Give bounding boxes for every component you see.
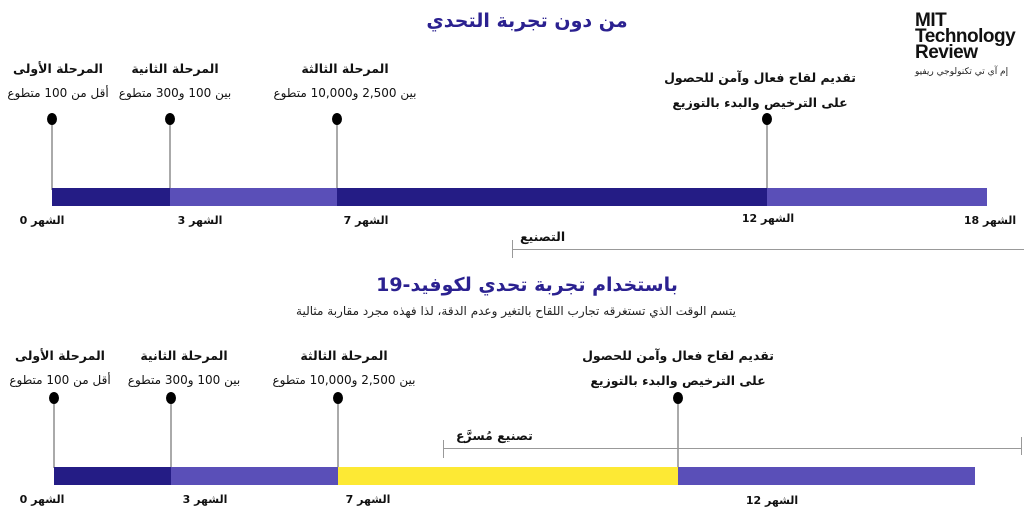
marker-dot [333,392,343,404]
stage-desc: أقل من 100 متطوع [7,86,109,100]
marker-line [53,398,55,468]
logo-arabic: إم آي تي تكنولوجي ريفيو [915,67,1009,77]
stage-desc: على الترخيص والبدء بالتوزيع [672,95,848,110]
top-stage-approval: تقديم لقاح فعال وآمن للحصول على الترخيص و… [664,65,856,115]
stage-desc: بين 100 و300 متطوع [118,86,232,100]
stage-title: المرحلة الثالثة [301,61,389,76]
marker-dot [332,113,342,125]
top-title: من دون تجربة التحدي [426,10,628,32]
bottom-title: باستخدام تجربة تحدي لكوفيد-19 [376,274,678,296]
month-label: الشهر 0 [19,493,65,506]
phase-1-bar [54,467,171,485]
bottom-subtitle: يتسم الوقت الذي تستغرقه تجارب اللقاح بال… [296,304,736,318]
manufacturing-label: التصنيع [520,229,566,244]
bottom-stage-3: المرحلة الثالثة بين 2,500 و10,000 متطوع [273,343,416,392]
phase-3-bar [338,467,678,485]
marker-line [51,120,53,190]
bottom-stage-2: المرحلة الثانية بين 100 و300 متطوع [128,343,240,392]
marker-dot [673,392,683,404]
marker-line [337,398,339,468]
marker-dot [762,113,772,125]
stage-desc: بين 2,500 و10,000 متطوع [273,86,417,100]
manufacturing-end-tick [1021,437,1022,455]
logo-line: Review [915,42,978,63]
marker-line [677,398,679,468]
approval-bar [767,188,987,206]
month-label: الشهر 12 [741,212,795,225]
stage-title: المرحلة الأولى [13,61,103,76]
manufacturing-line [512,249,1024,250]
manufacturing-start-tick [443,440,444,458]
marker-dot [49,392,59,404]
stage-title: المرحلة الثانية [131,61,219,76]
month-label: الشهر 3 [182,493,228,506]
top-stage-2: المرحلة الثانية بين 100 و300 متطوع [119,56,231,105]
month-label: الشهر 0 [19,214,65,227]
manufacturing-line [443,448,1022,449]
stage-desc: بين 2,500 و10,000 متطوع [272,373,416,387]
phase-3-bar [337,188,767,206]
stage-desc: على الترخيص والبدء بالتوزيع [590,373,766,388]
month-label: الشهر 7 [345,493,391,506]
top-stage-1: المرحلة الأولى أقل من 100 متطوع [7,56,108,105]
phase-2-bar [170,188,337,206]
month-label: الشهر 7 [343,214,389,227]
phase-2-bar [171,467,338,485]
logo-line: MIT [915,10,947,31]
bottom-stage-1: المرحلة الأولى أقل من 100 متطوع [9,343,110,392]
logo-line: Technology [915,26,1016,47]
marker-dot [166,392,176,404]
top-stage-3: المرحلة الثالثة بين 2,500 و10,000 متطوع [274,56,417,105]
marker-line [336,120,338,190]
stage-desc: أقل من 100 متطوع [9,373,111,387]
stage-title: المرحلة الثانية [140,348,228,363]
stage-title: المرحلة الثالثة [300,348,388,363]
mit-technology-review-logo: MIT Technology Review [915,10,1016,63]
stage-title: المرحلة الأولى [15,348,105,363]
marker-dot [47,113,57,125]
approval-bar [678,467,975,485]
marker-dot [165,113,175,125]
accelerated-manufacturing-label: تصنيع مُسرَّع [456,428,533,443]
marker-line [766,120,768,190]
marker-line [169,120,171,190]
month-label: الشهر 18 [963,214,1017,227]
stage-title: تقديم لقاح فعال وآمن للحصول [664,70,856,85]
bottom-stage-approval: تقديم لقاح فعال وآمن للحصول على الترخيص و… [582,343,774,393]
month-label: الشهر 12 [745,494,799,507]
marker-line [170,398,172,468]
stage-title: تقديم لقاح فعال وآمن للحصول [582,348,774,363]
stage-desc: بين 100 و300 متطوع [127,373,241,387]
phase-1-bar [52,188,170,206]
month-label: الشهر 3 [177,214,223,227]
